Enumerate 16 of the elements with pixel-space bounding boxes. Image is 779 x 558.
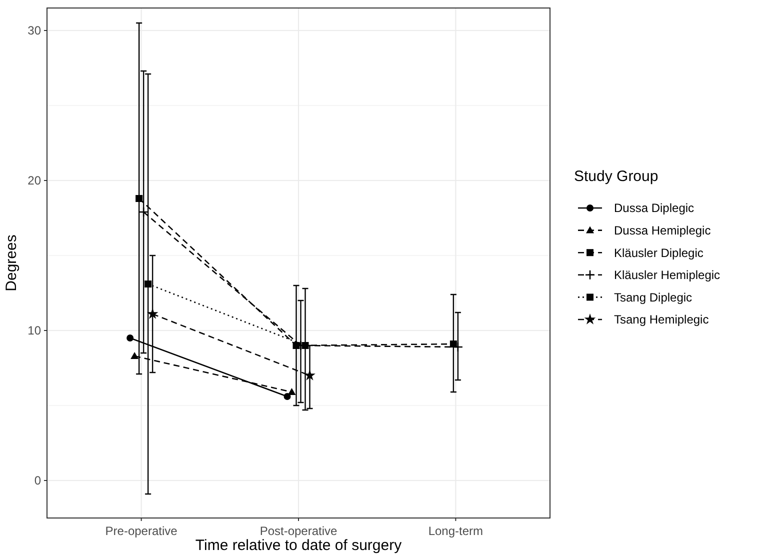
legend-label: Kläusler Diplegic [614, 246, 704, 260]
y-axis-title: Degrees [3, 234, 20, 292]
x-tick-label: Post-operative [260, 524, 338, 538]
legend-label: Tsang Diplegic [614, 290, 692, 304]
y-tick-label: 0 [34, 474, 42, 488]
x-axis-title: Time relative to date of surgery [195, 537, 402, 554]
x-tick-label: Long-term [428, 524, 484, 538]
legend-label: Tsang Hemiplegic [614, 312, 709, 327]
y-tick-label: 30 [28, 24, 42, 38]
legend-label: Dussa Hemiplegic [614, 224, 711, 238]
legend-title: Study Group [574, 168, 658, 185]
legend-label: Kläusler Hemiplegic [614, 268, 720, 282]
y-tick-label: 20 [28, 174, 42, 188]
legend-label: Dussa Diplegic [614, 201, 694, 216]
x-tick-label: Pre-operative [105, 524, 178, 538]
y-tick-label: 10 [28, 324, 42, 338]
